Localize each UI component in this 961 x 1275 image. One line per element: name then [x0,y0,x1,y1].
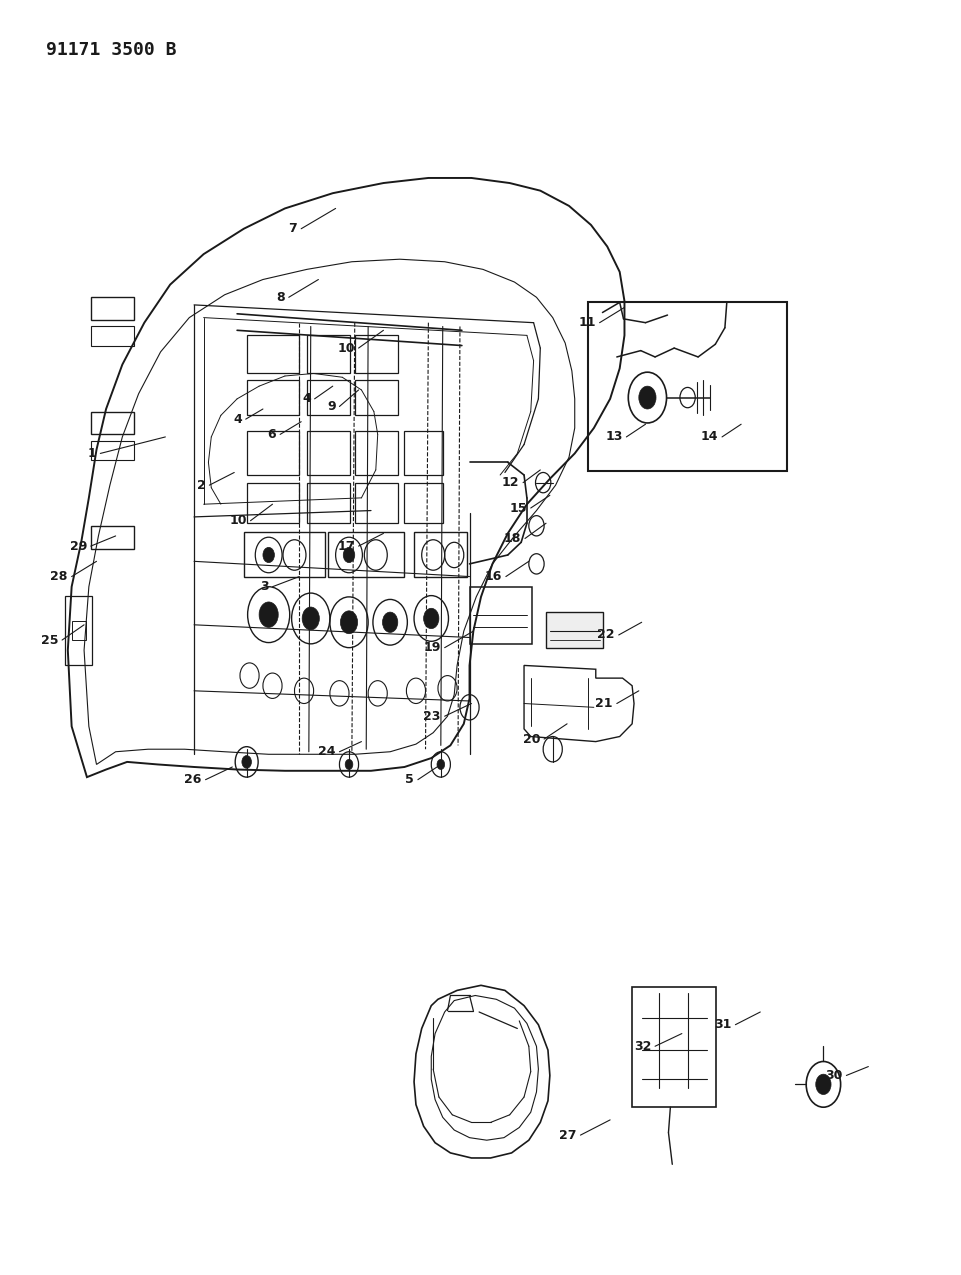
Bar [90,525,134,548]
Text: 26: 26 [185,773,202,787]
Text: 18: 18 [504,532,521,544]
Text: 32: 32 [633,1039,651,1053]
Text: 22: 22 [597,629,614,641]
Text: 7: 7 [288,222,297,236]
Circle shape [241,756,251,769]
Bar [65,595,91,666]
Circle shape [343,547,355,562]
Circle shape [436,760,444,770]
Bar [307,335,350,374]
Bar [71,621,86,640]
Bar [246,380,299,416]
Bar [355,431,398,476]
Text: 1: 1 [87,448,96,460]
Text: 13: 13 [604,431,622,444]
Bar [546,612,603,648]
Bar [246,335,299,374]
Bar [307,431,350,476]
Bar [90,326,134,346]
Bar [307,380,350,416]
Bar [404,483,442,523]
Text: 4: 4 [302,393,310,405]
Bar [404,431,442,476]
Bar [246,431,299,476]
Text: 19: 19 [423,641,440,654]
Text: 16: 16 [484,570,502,583]
Text: 5: 5 [405,773,413,787]
Text: 3: 3 [259,580,268,593]
Circle shape [259,602,278,627]
Bar [355,483,398,523]
Text: 4: 4 [233,413,241,426]
Text: 17: 17 [337,539,355,552]
Circle shape [382,612,398,632]
Text: 10: 10 [337,342,355,354]
Circle shape [302,607,319,630]
Text: 15: 15 [509,501,527,515]
Text: 21: 21 [595,697,612,710]
Circle shape [340,611,357,634]
Bar [631,987,716,1107]
Bar [243,532,325,576]
Circle shape [815,1075,830,1094]
Circle shape [423,608,438,629]
Circle shape [345,760,353,770]
Bar [328,532,404,576]
Bar [355,335,398,374]
Text: 28: 28 [50,570,67,583]
Bar [307,483,350,523]
Text: 20: 20 [522,733,540,746]
Text: 11: 11 [578,316,595,329]
Bar [246,483,299,523]
Text: 2: 2 [197,478,206,492]
Text: 91171 3500 B: 91171 3500 B [46,41,176,59]
Bar [469,586,531,644]
Text: 25: 25 [40,634,59,646]
Text: 6: 6 [267,428,276,441]
Text: 29: 29 [69,539,86,552]
Text: 14: 14 [700,431,718,444]
Text: 23: 23 [423,710,440,723]
Bar [413,532,466,576]
Text: 12: 12 [502,476,519,490]
Bar [355,380,398,416]
Bar [90,441,134,460]
Bar [90,412,134,435]
Text: 10: 10 [229,514,246,527]
Circle shape [638,386,655,409]
Bar [587,302,786,472]
Text: 27: 27 [558,1128,576,1141]
Text: 31: 31 [713,1019,730,1031]
Text: 8: 8 [276,291,284,303]
Text: 9: 9 [327,400,335,413]
Text: 24: 24 [318,746,335,759]
Text: 30: 30 [825,1068,842,1082]
Bar [90,297,134,320]
Circle shape [262,547,274,562]
